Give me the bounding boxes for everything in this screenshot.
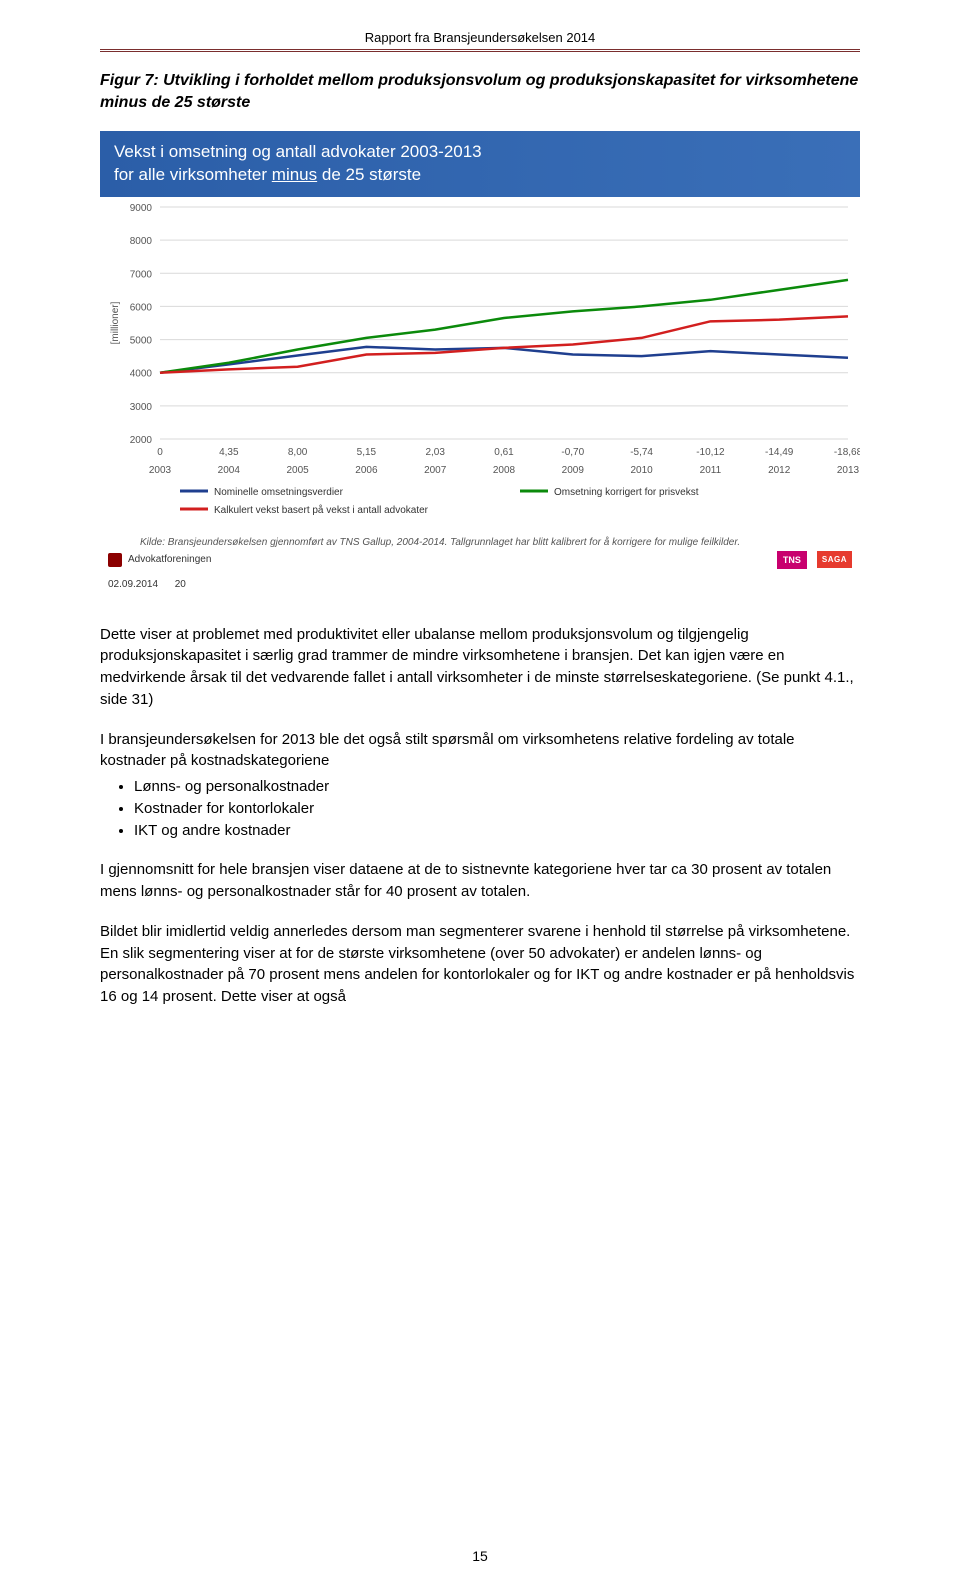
svg-text:8,00: 8,00: [288, 447, 308, 458]
svg-text:9000: 9000: [130, 203, 153, 214]
chart-title-line1: Vekst i omsetning og antall advokater 20…: [114, 142, 482, 161]
chart-page-ref: 20: [175, 579, 186, 590]
svg-text:2012: 2012: [768, 465, 791, 476]
chart-date-row: 02.09.2014 20: [100, 579, 860, 596]
svg-text:-5,74: -5,74: [630, 447, 653, 458]
svg-text:4000: 4000: [130, 368, 153, 379]
svg-text:0,61: 0,61: [494, 447, 514, 458]
paragraph-1: Dette viser at problemet med produktivit…: [100, 624, 860, 711]
svg-text:-14,49: -14,49: [765, 447, 794, 458]
page-number: 15: [0, 1548, 960, 1564]
svg-text:2008: 2008: [493, 465, 516, 476]
chart-title-line2a: for alle virksomheter: [114, 165, 272, 184]
svg-text:2007: 2007: [424, 465, 447, 476]
chart-title-line2b: de 25 største: [317, 165, 421, 184]
bullet-list: Lønns- og personalkostnaderKostnader for…: [134, 776, 860, 841]
svg-text:-0,70: -0,70: [561, 447, 584, 458]
page-header: Rapport fra Bransjeundersøkelsen 2014: [100, 30, 860, 49]
svg-text:[millioner]: [millioner]: [110, 301, 121, 344]
svg-text:2004: 2004: [218, 465, 241, 476]
saga-logo: SAGA: [817, 551, 852, 568]
svg-text:4,35: 4,35: [219, 447, 239, 458]
header-rule: [100, 49, 860, 52]
svg-text:2000: 2000: [130, 435, 153, 446]
svg-text:2009: 2009: [562, 465, 585, 476]
svg-text:6000: 6000: [130, 302, 153, 313]
svg-text:2011: 2011: [700, 465, 722, 476]
svg-text:Nominelle omsetningsverdier: Nominelle omsetningsverdier: [214, 487, 344, 498]
chart-title: Vekst i omsetning og antall advokater 20…: [100, 131, 860, 197]
chart-title-underline: minus: [272, 165, 317, 184]
svg-text:-10,12: -10,12: [696, 447, 725, 458]
chart-source-note: Kilde: Bransjeundersøkelsen gjennomført …: [100, 532, 860, 551]
svg-text:2,03: 2,03: [425, 447, 445, 458]
svg-text:-18,68: -18,68: [834, 447, 860, 458]
list-item: Lønns- og personalkostnader: [134, 776, 860, 798]
svg-text:2003: 2003: [149, 465, 172, 476]
paragraph-4: Bildet blir imidlertid veldig annerledes…: [100, 921, 860, 1008]
list-item: IKT og andre kostnader: [134, 820, 860, 842]
chart-date: 02.09.2014: [108, 579, 158, 590]
paragraph-3: I gjennomsnitt for hele bransjen viser d…: [100, 859, 860, 903]
list-item: Kostnader for kontorlokaler: [134, 798, 860, 820]
chart-panel: Vekst i omsetning og antall advokater 20…: [100, 131, 860, 596]
svg-text:2006: 2006: [355, 465, 378, 476]
paragraph-2-intro: I bransjeundersøkelsen for 2013 ble det …: [100, 729, 860, 773]
svg-text:5000: 5000: [130, 335, 153, 346]
svg-text:Omsetning korrigert for prisve: Omsetning korrigert for prisvekst: [554, 487, 699, 498]
figure-title: Figur 7: Utvikling i forholdet mellom pr…: [100, 70, 860, 115]
svg-text:3000: 3000: [130, 402, 153, 413]
svg-text:0: 0: [157, 447, 163, 458]
svg-text:7000: 7000: [130, 269, 153, 280]
svg-text:Kalkulert vekst basert på veks: Kalkulert vekst basert på vekst i antall…: [214, 504, 429, 516]
tns-logo: TNS: [777, 551, 807, 569]
chart-logo-row: Advokatforeningen TNS SAGA: [100, 551, 860, 579]
svg-text:8000: 8000: [130, 236, 153, 247]
svg-text:2013: 2013: [837, 465, 860, 476]
svg-text:5,15: 5,15: [357, 447, 377, 458]
svg-text:2010: 2010: [630, 465, 653, 476]
advokat-label: Advokatforeningen: [128, 554, 211, 565]
svg-text:2005: 2005: [286, 465, 309, 476]
advokat-logo-icon: [108, 553, 122, 567]
chart-plot: 2000 3000 4000 5000 6000 7000 8000 9000 [million…: [100, 197, 860, 532]
